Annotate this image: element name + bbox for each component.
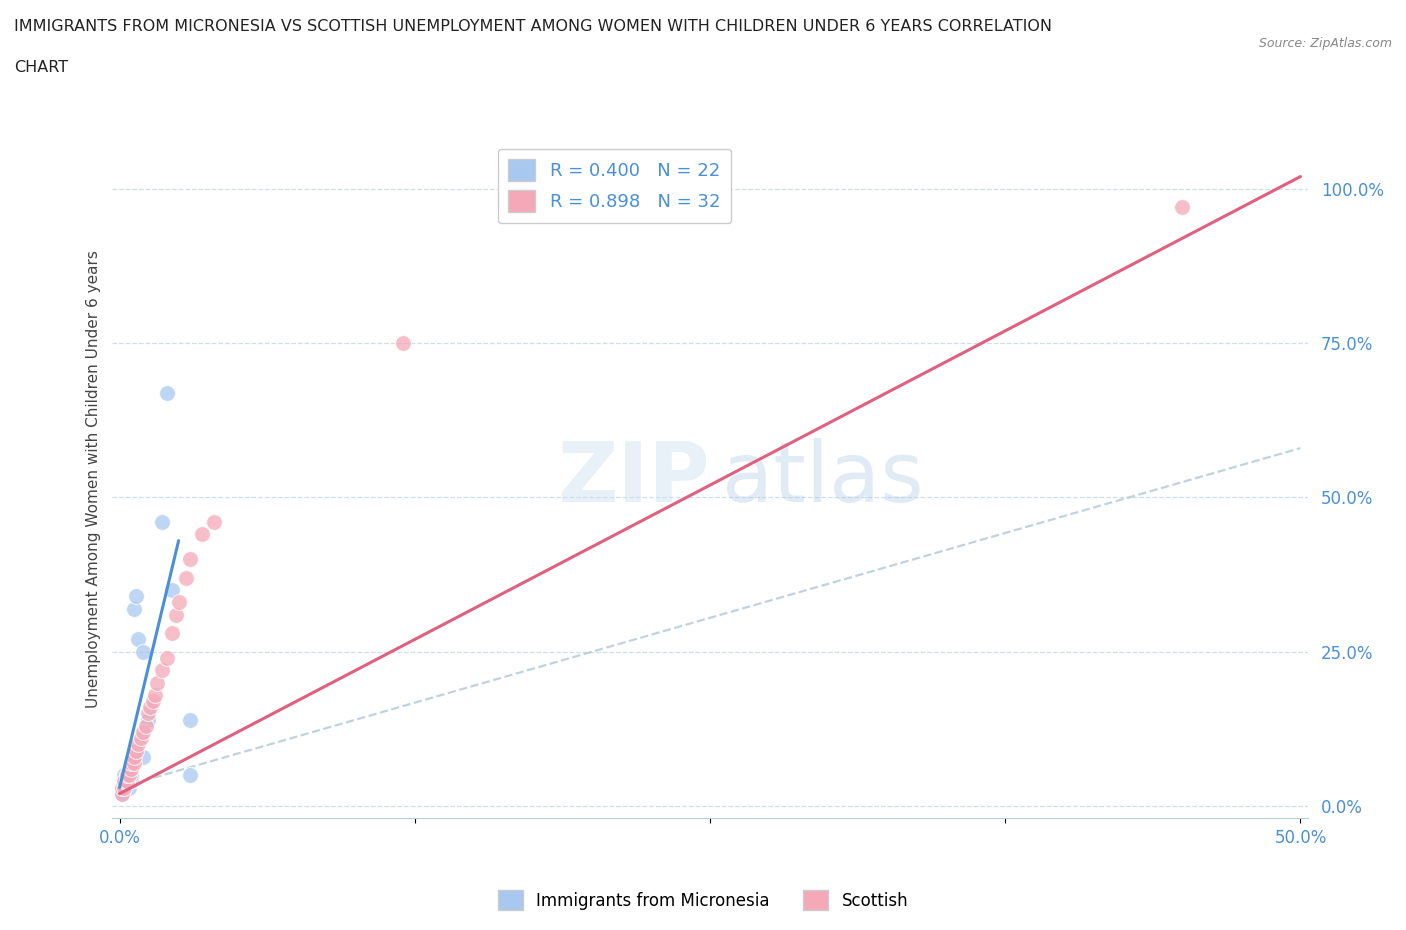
Point (156, 385, 179, 400)
Point (136, 706, 159, 721)
Text: ZIP: ZIP (558, 438, 710, 520)
Legend: R = 0.400   N = 22, R = 0.898   N = 32: R = 0.400 N = 22, R = 0.898 N = 32 (498, 149, 731, 223)
Point (179, 712, 201, 727)
Point (136, 712, 159, 727)
Point (179, 768, 201, 783)
Point (129, 731, 152, 746)
Point (143, 687, 166, 702)
Point (127, 632, 149, 647)
Point (118, 774, 141, 789)
Point (156, 650, 179, 665)
Point (146, 675, 169, 690)
Point (179, 551, 201, 566)
Point (165, 607, 187, 622)
Point (160, 582, 183, 597)
Point (132, 644, 155, 659)
Point (112, 780, 135, 795)
Point (118, 780, 141, 795)
Point (1171, 200, 1194, 215)
Point (122, 750, 145, 764)
Point (142, 694, 165, 709)
Point (392, 336, 415, 351)
Point (111, 786, 134, 801)
Point (115, 768, 138, 783)
Point (122, 601, 145, 616)
Y-axis label: Unemployment Among Women with Children Under 6 years: Unemployment Among Women with Children U… (86, 250, 101, 708)
Point (202, 514, 225, 529)
Point (120, 755, 142, 770)
Legend: Immigrants from Micronesia, Scottish: Immigrants from Micronesia, Scottish (491, 884, 915, 917)
Point (135, 718, 157, 733)
Point (115, 768, 138, 783)
Point (191, 527, 214, 542)
Point (160, 626, 183, 641)
Point (125, 589, 148, 604)
Point (127, 737, 149, 751)
Point (118, 768, 141, 783)
Point (120, 774, 142, 789)
Point (112, 774, 135, 789)
Point (174, 570, 197, 585)
Point (125, 743, 148, 758)
Point (111, 780, 134, 795)
Text: Source: ZipAtlas.com: Source: ZipAtlas.com (1258, 37, 1392, 50)
Point (120, 768, 142, 783)
Point (115, 774, 138, 789)
Text: atlas: atlas (723, 438, 924, 520)
Point (115, 774, 138, 789)
Point (132, 724, 155, 739)
Point (122, 755, 145, 770)
Point (150, 514, 173, 529)
Point (111, 786, 134, 801)
Text: CHART: CHART (14, 60, 67, 75)
Point (112, 774, 135, 789)
Point (150, 663, 173, 678)
Point (167, 595, 190, 610)
Point (112, 780, 135, 795)
Text: IMMIGRANTS FROM MICRONESIA VS SCOTTISH UNEMPLOYMENT AMONG WOMEN WITH CHILDREN UN: IMMIGRANTS FROM MICRONESIA VS SCOTTISH U… (14, 19, 1052, 33)
Point (112, 768, 135, 783)
Point (120, 762, 142, 777)
Point (139, 700, 162, 715)
Point (132, 750, 155, 764)
Point (111, 780, 134, 795)
